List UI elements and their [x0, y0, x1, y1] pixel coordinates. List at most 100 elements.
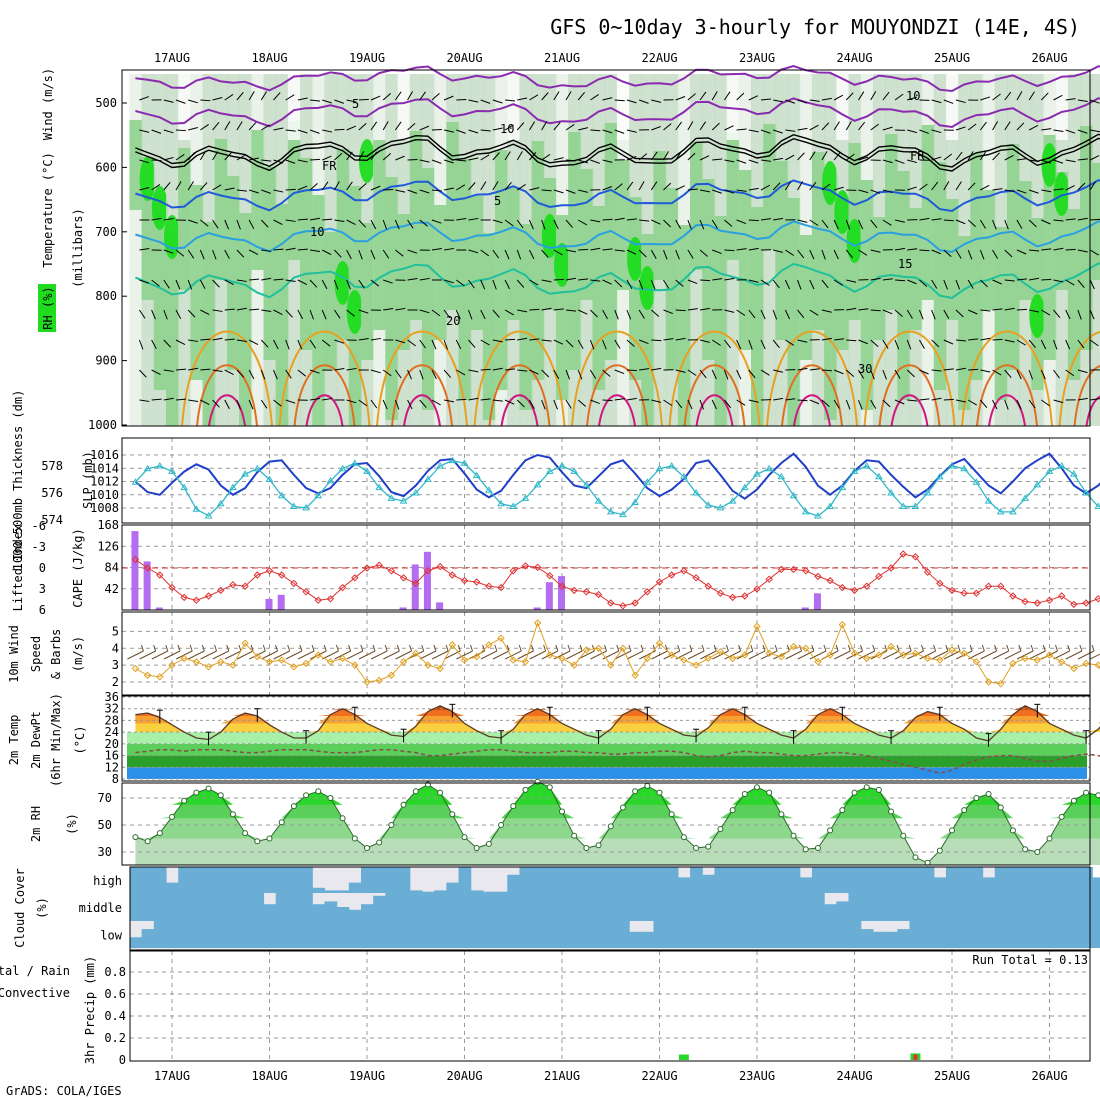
cloud-bar — [568, 893, 581, 921]
bottom-date-axis: 17AUG 18AUG 19AUG 20AUG 21AUG 22AUG 23AUG 24AUG… — [154, 1069, 1068, 1083]
wind-barb — [967, 309, 978, 315]
wind-barb — [785, 154, 795, 161]
wind-barb — [626, 397, 637, 401]
wind-barb — [919, 398, 930, 401]
precip-tick: 0 — [119, 1053, 126, 1067]
cloud-bar — [385, 921, 399, 948]
wind-barb — [907, 159, 918, 164]
wind-barb — [955, 309, 964, 318]
cloud-bar — [787, 867, 801, 893]
wind-barb — [748, 187, 759, 191]
wind-barb — [163, 650, 181, 660]
wind-barb — [677, 644, 681, 652]
wind-barb — [199, 151, 206, 161]
wind-barb — [626, 129, 637, 133]
lifted-index-point — [936, 579, 944, 588]
wind-barb — [894, 247, 906, 251]
wind-barb — [262, 644, 266, 652]
rh-point — [449, 811, 456, 818]
wind-barb — [492, 339, 503, 343]
wind-barb — [163, 99, 174, 103]
cloud-bar — [629, 893, 642, 921]
wind-barb — [578, 189, 589, 193]
wind-barb — [711, 339, 721, 346]
cloud-bar — [629, 867, 642, 893]
cloud-bar — [824, 904, 837, 921]
wind-barb — [675, 185, 685, 191]
wind-barb — [370, 337, 381, 341]
wind-speed-point — [911, 649, 920, 658]
panel-frame — [121, 611, 1091, 696]
wind-barb — [224, 338, 235, 341]
rh-shade — [190, 185, 204, 380]
wind-barb — [980, 650, 997, 660]
rh-shade — [639, 266, 656, 310]
wind-barb — [468, 249, 479, 254]
wind-barb — [1053, 247, 1064, 251]
wind-barb — [943, 181, 950, 191]
wind-barb — [1016, 219, 1023, 229]
rh-shade — [616, 70, 631, 140]
wind-barb — [760, 218, 771, 221]
wind-barb — [553, 369, 560, 379]
rh-shade — [226, 176, 241, 370]
lifted-index-point — [838, 583, 847, 592]
wind-barb — [200, 99, 211, 102]
lifted-index-point — [667, 571, 676, 579]
rh-shade — [982, 190, 996, 310]
cape-bar — [265, 598, 273, 610]
lifted-index-point — [351, 574, 359, 582]
date-label: 22AUG — [641, 1069, 677, 1083]
lifted-index-point — [997, 582, 1005, 590]
wind-barb — [675, 279, 684, 287]
cloud-bar — [970, 893, 984, 921]
wind-speed-point — [875, 651, 883, 659]
wind-barb — [711, 399, 717, 410]
pressure-tick: 900 — [95, 354, 117, 368]
cloud-bar — [616, 921, 630, 948]
wind-barb — [250, 644, 254, 652]
wind-barb — [675, 96, 686, 101]
rh-point — [364, 844, 370, 851]
wind-barb — [370, 399, 378, 409]
wind-barb — [1028, 219, 1037, 228]
wind-barb — [480, 129, 491, 132]
wind-barb — [529, 308, 540, 311]
wind-barb — [516, 151, 523, 161]
wind-barb — [323, 644, 327, 652]
wind-barb — [931, 339, 940, 348]
cloud-bar — [787, 921, 801, 948]
cloud-bar — [287, 867, 301, 893]
wind-barb — [200, 650, 217, 660]
cloud-bar — [495, 893, 508, 921]
wind-barb — [285, 159, 296, 164]
wind-barb — [505, 99, 516, 102]
wind-barb — [492, 279, 497, 290]
pressure-tick: 500 — [95, 96, 117, 110]
wind-barb — [285, 279, 296, 282]
wind-barb — [602, 399, 613, 402]
wind-barb — [845, 369, 855, 378]
wind-speed-point — [387, 671, 396, 679]
wind-barb — [626, 99, 637, 104]
rh-shade — [434, 205, 448, 340]
wind-barb — [579, 644, 583, 652]
wind-barb — [675, 151, 682, 161]
temp-tick: 36 — [105, 690, 119, 704]
wind-barb — [748, 129, 759, 133]
wind-barb — [639, 219, 650, 222]
wind-barb — [297, 248, 308, 251]
cloud-bar — [275, 867, 289, 893]
wind-barb — [224, 187, 235, 191]
rh-shade — [1067, 209, 1082, 380]
rh-shade — [641, 234, 655, 426]
wind-barb — [346, 125, 357, 131]
wind-barb — [151, 339, 157, 350]
wind-barb — [846, 153, 855, 161]
lifted-index-point — [1094, 595, 1100, 603]
wind-barb — [699, 369, 707, 379]
wind-barb — [224, 650, 242, 660]
cloud-bar — [690, 921, 703, 948]
rh-shade — [446, 122, 460, 310]
wind-barb — [529, 121, 536, 131]
